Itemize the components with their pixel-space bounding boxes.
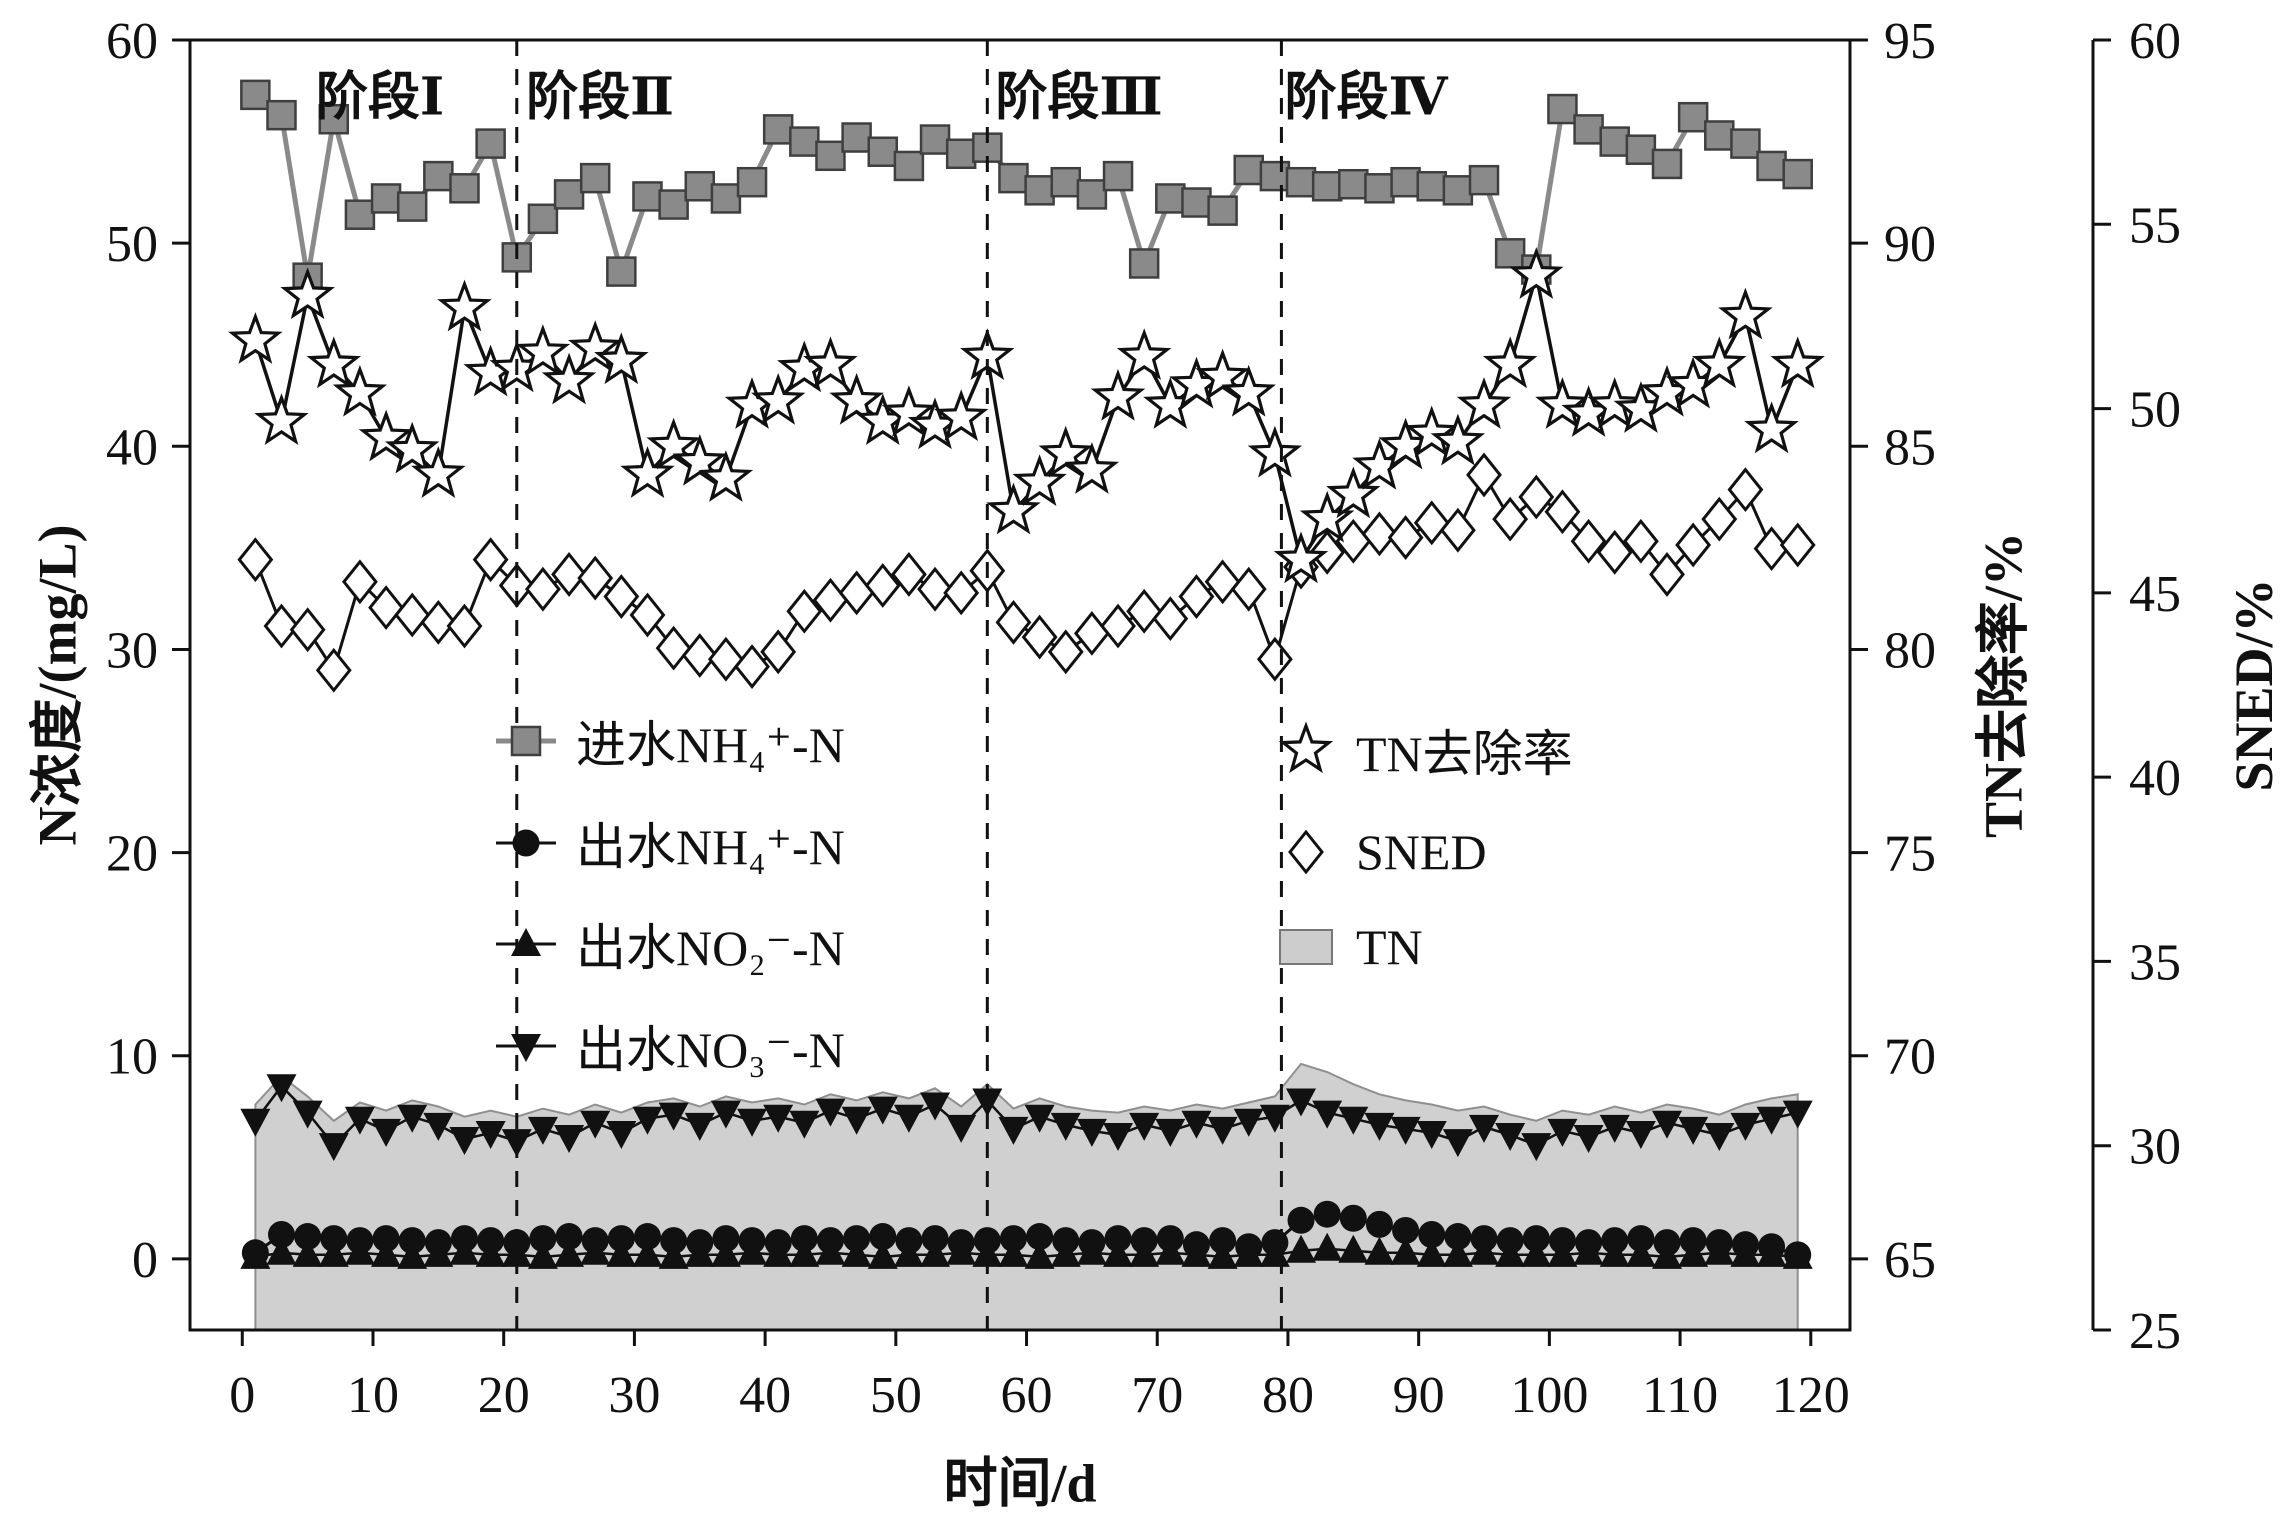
tn-area-swatch-icon: [1279, 929, 1333, 965]
y-axis-title-left: N浓度/(mg/L): [27, 524, 88, 846]
svg-text:45: 45: [2129, 566, 2181, 623]
tn-axis-ticks: 65 70 75 80 85 90 95: [1850, 13, 1936, 1289]
svg-text:60: 60: [106, 13, 158, 70]
svg-text:50: 50: [2129, 382, 2181, 439]
svg-text:85: 85: [1884, 419, 1936, 476]
legend-label-effluent-nh4: 出水NH₄⁺-N: [576, 819, 845, 875]
svg-text:70: 70: [1131, 1367, 1183, 1424]
phase-label-4: 阶段Ⅳ: [1284, 69, 1448, 127]
svg-text:20: 20: [478, 1367, 530, 1424]
svg-text:60: 60: [2129, 13, 2181, 70]
x-axis-ticks: 0 10 20 30 40 50 60 70 80 90 100 110 120: [229, 1330, 1850, 1424]
legend-label-tn-removal: TN去除率: [1356, 726, 1573, 782]
svg-text:35: 35: [2129, 934, 2181, 991]
legend-label-effluent-no2: 出水NO₂⁻-N: [576, 920, 845, 976]
svg-text:50: 50: [870, 1367, 922, 1424]
svg-text:20: 20: [106, 826, 158, 883]
svg-text:110: 110: [1642, 1367, 1718, 1424]
tn-removal-star-icon: [1278, 721, 1334, 774]
effluent-no2-triangle-icon: [496, 928, 556, 956]
legend-item-effluent-nh4: 出水NH₄⁺-N: [494, 807, 845, 879]
svg-text:10: 10: [347, 1367, 399, 1424]
series-3: [241, 1200, 1812, 1269]
svg-text:60: 60: [1001, 1367, 1053, 1424]
svg-text:25: 25: [2129, 1303, 2181, 1360]
svg-text:40: 40: [739, 1367, 791, 1424]
x-axis-title: 时间/d: [943, 1453, 1097, 1514]
legend-item-tn: TN: [1274, 915, 1423, 979]
sned-axis: 25 30 35 40 45 50 55 60: [2091, 13, 2181, 1360]
legend-item-tn-removal: TN去除率: [1274, 714, 1573, 786]
legend-label-tn: TN: [1356, 919, 1423, 975]
svg-text:100: 100: [1510, 1367, 1588, 1424]
svg-text:30: 30: [2129, 1119, 2181, 1176]
svg-text:55: 55: [2129, 197, 2181, 254]
y-axis-title-sned: SNED/%: [2224, 578, 2282, 792]
svg-text:40: 40: [106, 419, 158, 476]
legend-label-sned: SNED: [1356, 824, 1487, 880]
legend-label-influent-nh4: 进水NH₄⁺-N: [576, 717, 845, 773]
left-axis-ticks: 0 10 20 30 40 50 60: [106, 13, 190, 1289]
legend-item-effluent-no3: 出水NO₃⁻-N: [494, 1010, 845, 1082]
svg-text:120: 120: [1772, 1367, 1850, 1424]
series-6: [228, 247, 1825, 584]
svg-text:70: 70: [1884, 1029, 1936, 1086]
phase-label-2: 阶段Ⅱ: [526, 69, 674, 127]
svg-text:50: 50: [106, 216, 158, 273]
plot-frame: [188, 38, 1852, 1332]
svg-text:80: 80: [1262, 1367, 1314, 1424]
svg-text:95: 95: [1884, 13, 1936, 70]
svg-text:90: 90: [1393, 1367, 1445, 1424]
effluent-nh4-circle-icon: [496, 829, 556, 857]
series-0: [254, 1062, 1799, 1331]
svg-text:30: 30: [106, 622, 158, 679]
legend-item-influent-nh4: 进水NH₄⁺-N: [494, 705, 845, 777]
legend-label-effluent-no3: 出水NO₃⁻-N: [576, 1022, 845, 1078]
svg-text:80: 80: [1884, 622, 1936, 679]
phase-dividers: [515, 40, 1283, 1330]
legend-item-sned: SNED: [1274, 820, 1487, 884]
svg-text:10: 10: [106, 1029, 158, 1086]
sned-diamond-icon: [1288, 829, 1324, 875]
phase-label-1: 阶段Ⅰ: [315, 69, 445, 127]
effluent-no3-triangle-icon: [496, 1034, 556, 1062]
series-5: [237, 452, 1816, 693]
svg-text:40: 40: [2129, 750, 2181, 807]
influent-nh4-square-icon: [496, 725, 556, 757]
series-4: [240, 79, 1813, 293]
y-axis-title-tn: TN去除率/%: [1973, 531, 2034, 839]
svg-text:0: 0: [132, 1232, 158, 1289]
phase-label-3: 阶段Ⅲ: [995, 69, 1163, 127]
svg-text:75: 75: [1884, 826, 1936, 883]
legend-item-effluent-no2: 出水NO₂⁻-N: [494, 908, 845, 980]
svg-text:0: 0: [229, 1367, 255, 1424]
svg-text:30: 30: [608, 1367, 660, 1424]
svg-text:90: 90: [1884, 216, 1936, 273]
svg-text:65: 65: [1884, 1232, 1936, 1289]
